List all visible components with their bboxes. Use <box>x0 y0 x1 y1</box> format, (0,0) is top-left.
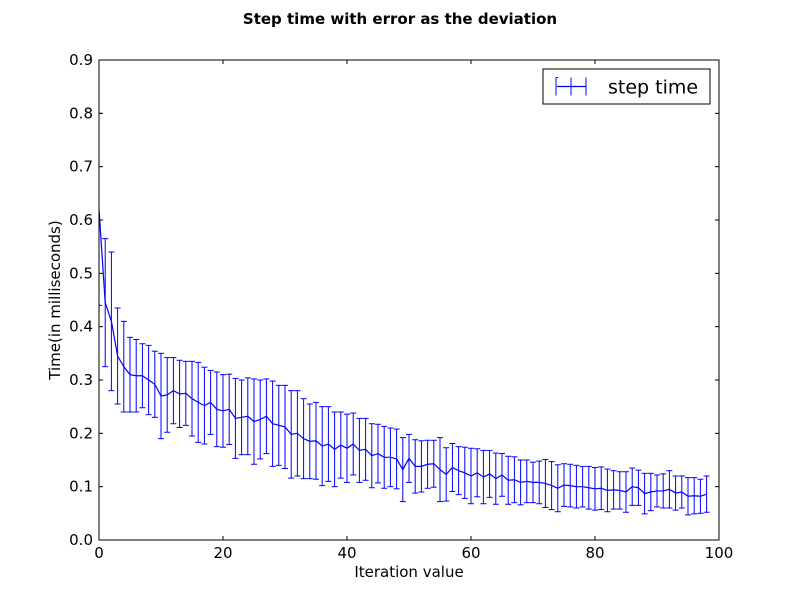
y-axis-label: Time(in milliseconds) <box>46 220 64 380</box>
x-tick-label: 100 <box>705 544 734 562</box>
plot-layer <box>99 112 710 516</box>
x-tick-label: 0 <box>94 544 104 562</box>
plot-frame <box>98 59 720 541</box>
y-tick-label: 0.8 <box>69 104 93 122</box>
legend-label: step time <box>608 77 698 99</box>
y-tick-label: 0.2 <box>69 424 93 442</box>
x-tick-label: 40 <box>337 544 356 562</box>
x-tick-label: 80 <box>585 544 604 562</box>
axes-layer: 0 20 40 60 80 100 0.0 0.1 0.2 0.3 0.4 0.5 0.6 0.7 0.8 0… <box>69 51 733 562</box>
plot-area <box>99 112 710 516</box>
y-tick-label: 0.9 <box>69 51 93 69</box>
legend: step time <box>542 68 711 105</box>
legend-box <box>542 68 711 105</box>
x-axis-label: Iteration value <box>354 563 463 581</box>
y-tick-label: 0.6 <box>69 211 93 229</box>
x-tick-label: 60 <box>461 544 480 562</box>
y-tick-label: 0.5 <box>69 264 93 282</box>
y-tick-label: 0.3 <box>69 371 93 389</box>
chart-title: Step time with error as the deviation <box>243 10 557 28</box>
series-line <box>99 209 707 497</box>
y-tick-label: 0.4 <box>69 318 93 336</box>
x-tick-label: 20 <box>213 544 232 562</box>
y-tick-label: 0.7 <box>69 158 93 176</box>
y-tick-label: 0.1 <box>69 478 93 496</box>
y-tick-label: 0.0 <box>69 531 93 549</box>
